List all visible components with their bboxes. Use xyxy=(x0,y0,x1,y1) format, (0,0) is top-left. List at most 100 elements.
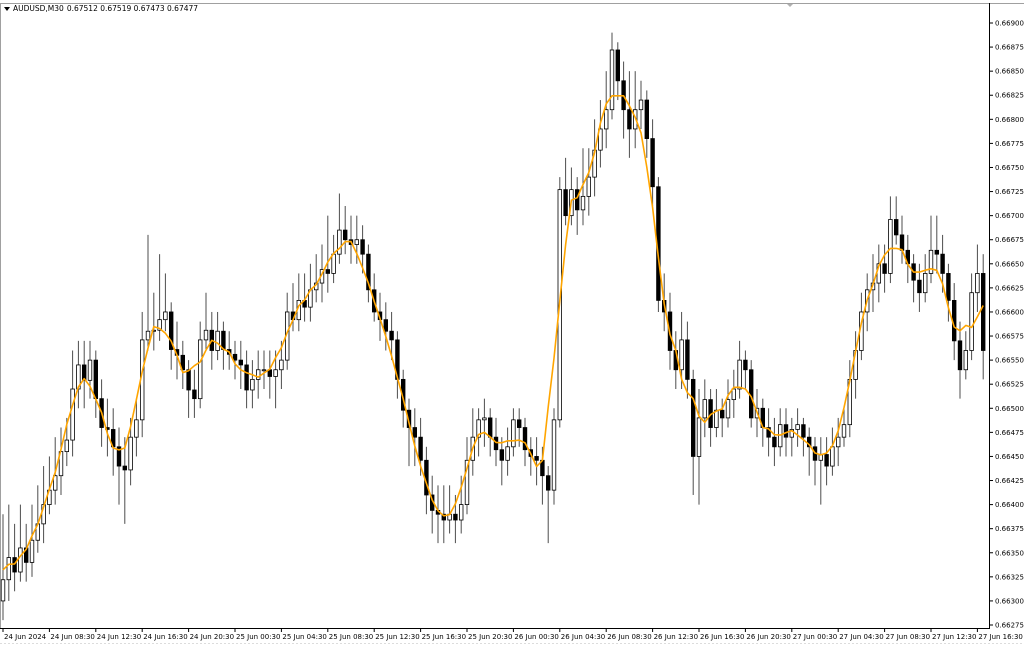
candle-body-bullish xyxy=(888,219,893,274)
time-tick-label: 27 Jun 04:30 xyxy=(839,633,883,641)
symbol-label: AUDUSD,M30 xyxy=(13,4,64,13)
price-tick-label: 0.66300 xyxy=(995,597,1024,605)
candle-body-bullish xyxy=(64,439,69,453)
price-tick-label: 0.66900 xyxy=(995,20,1024,28)
candle xyxy=(841,408,847,447)
candle-body-bullish xyxy=(215,330,220,351)
candle xyxy=(6,504,11,601)
price-tick-label: 0.66625 xyxy=(995,284,1024,292)
candle-body-bullish xyxy=(638,99,644,111)
candle-body-bearish xyxy=(244,364,249,391)
candle xyxy=(0,514,6,621)
candle xyxy=(476,408,481,457)
price-tick-label: 0.66525 xyxy=(995,381,1024,389)
candle-body-bearish xyxy=(192,389,197,400)
candle-body-bearish xyxy=(418,436,423,461)
time-axis[interactable]: 24 Jun 2024 24 Jun 08:30 24 Jun 12:30 24 Ju… xyxy=(2,628,1023,641)
price-tick-label: 0.66450 xyxy=(995,453,1024,461)
candle-body-bullish xyxy=(511,419,516,448)
candle-body-bearish xyxy=(493,436,499,451)
candle-body-bearish xyxy=(766,427,771,438)
candle-body-bearish xyxy=(720,409,725,419)
candle-body-bearish xyxy=(412,427,417,438)
candle xyxy=(441,485,446,544)
candle-body-bullish xyxy=(679,339,684,371)
candle-body-bearish xyxy=(517,419,522,428)
candle-body-bullish xyxy=(354,239,359,245)
candle xyxy=(702,379,707,438)
price-tick-label: 0.66575 xyxy=(995,333,1024,341)
price-tick-label: 0.66550 xyxy=(995,357,1024,365)
candle-body-bullish xyxy=(255,369,261,380)
time-tick-label: 25 Jun 16:30 xyxy=(422,633,466,641)
candle-body-bearish xyxy=(534,456,539,461)
price-tick-label: 0.66400 xyxy=(995,501,1024,509)
candle xyxy=(696,389,702,505)
candle xyxy=(389,311,394,361)
time-tick-label: 26 Jun 16:30 xyxy=(700,633,744,641)
candle xyxy=(168,302,174,370)
candle-body-bearish xyxy=(238,359,243,366)
candle-body-bullish xyxy=(696,417,702,457)
triangle-down-icon[interactable] xyxy=(4,6,10,11)
candle-body-bullish xyxy=(841,424,847,438)
candle-body-bearish xyxy=(743,359,748,371)
candle-body-bullish xyxy=(0,579,6,602)
candle-body-bullish xyxy=(586,176,591,197)
candle xyxy=(946,263,951,322)
candle-body-bullish xyxy=(464,459,470,505)
candle-body-bearish xyxy=(685,339,690,380)
candle-body-bullish xyxy=(203,329,209,341)
time-tick-label: 26 Jun 00:30 xyxy=(514,633,558,641)
candle xyxy=(882,244,887,293)
candle xyxy=(180,340,185,390)
candle-body-bearish xyxy=(499,449,504,461)
candle-body-bullish xyxy=(482,417,487,421)
candle-body-bearish xyxy=(232,353,238,361)
candle-body-bullish xyxy=(923,273,928,294)
candle-body-bearish xyxy=(93,359,98,400)
time-tick-label: 24 Jun 20:30 xyxy=(190,633,234,641)
time-tick-label: 26 Jun 08:30 xyxy=(607,633,651,641)
candle-body-bullish xyxy=(836,436,841,448)
candle-body-bullish xyxy=(737,359,742,390)
candle-body-bearish xyxy=(824,454,829,467)
price-tick-label: 0.66650 xyxy=(995,260,1024,268)
price-tick-label: 0.66875 xyxy=(995,44,1024,52)
shift-marker-icon[interactable] xyxy=(787,4,793,7)
price-tick-label: 0.66750 xyxy=(995,164,1024,172)
candle xyxy=(586,148,591,216)
candle xyxy=(273,350,278,409)
candle xyxy=(894,196,899,245)
price-axis[interactable]: 0.66900 0.66875 0.66850 0.66825 0.66800 0.667… xyxy=(990,20,1024,630)
candle-body-bearish xyxy=(563,189,568,217)
candle xyxy=(772,417,777,467)
candle xyxy=(232,340,238,380)
time-tick-label: 24 Jun 2024 xyxy=(4,633,47,641)
price-tick-label: 0.66850 xyxy=(995,68,1024,76)
candle xyxy=(511,408,516,457)
candle-body-bearish xyxy=(82,364,87,381)
candle-body-bearish xyxy=(122,465,127,471)
candle xyxy=(720,398,725,438)
candle xyxy=(366,244,371,303)
candle-body-bullish xyxy=(598,128,603,151)
candle-body-bullish xyxy=(795,424,800,430)
price-tick-label: 0.66600 xyxy=(995,308,1024,316)
candle xyxy=(789,417,794,457)
candle-body-bullish xyxy=(963,350,968,371)
candle xyxy=(499,437,504,486)
candle xyxy=(923,254,928,303)
moving-average-line xyxy=(2,95,984,571)
candle xyxy=(975,244,980,312)
candle-body-bearish xyxy=(360,239,365,255)
price-tick-label: 0.66375 xyxy=(995,525,1024,533)
candle-body-bullish xyxy=(197,339,203,400)
time-tick-label: 26 Jun 04:30 xyxy=(561,633,605,641)
price-tick-label: 0.66800 xyxy=(995,116,1024,124)
candle-body-bullish xyxy=(975,273,980,294)
candle-body-bearish xyxy=(627,109,632,130)
candle-body-bearish xyxy=(691,378,696,457)
candle xyxy=(627,71,632,158)
